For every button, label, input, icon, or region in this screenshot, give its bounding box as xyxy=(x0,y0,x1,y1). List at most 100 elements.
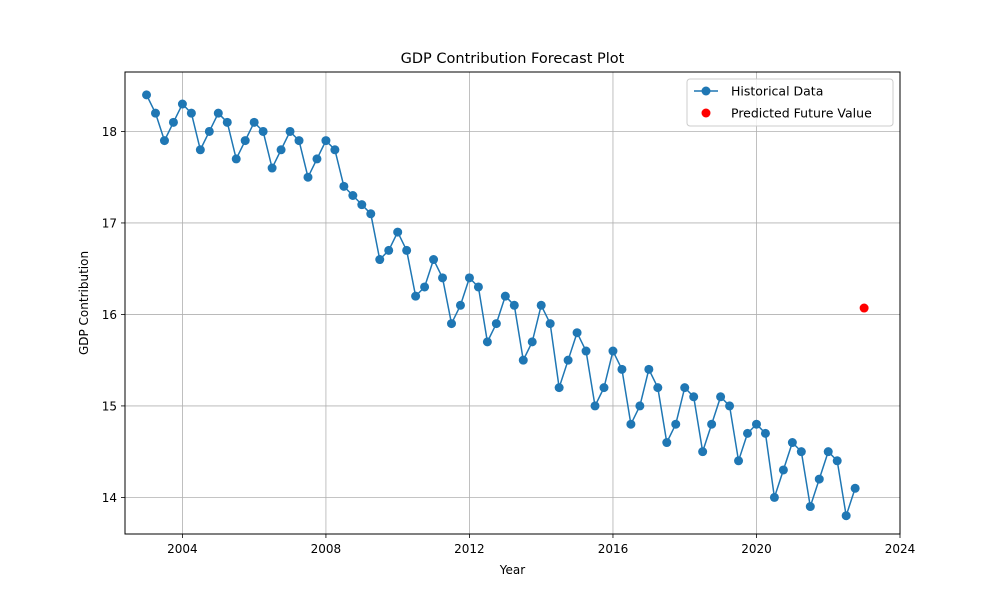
data-point xyxy=(168,117,178,127)
y-axis: 14 15 16 17 18 xyxy=(102,125,125,505)
data-point xyxy=(554,383,564,393)
data-point xyxy=(384,245,394,255)
data-point xyxy=(662,438,672,448)
legend-swatch-marker-predicted xyxy=(701,108,711,118)
plot-frame xyxy=(124,71,901,535)
data-point xyxy=(707,419,717,429)
data-point xyxy=(330,145,340,155)
data-point xyxy=(545,319,555,329)
data-point xyxy=(644,364,654,374)
series-1 xyxy=(859,303,869,313)
data-point xyxy=(734,456,744,466)
data-point xyxy=(743,428,753,438)
data-point xyxy=(850,483,860,493)
legend-label-predicted: Predicted Future Value xyxy=(731,106,872,121)
data-point xyxy=(276,145,286,155)
data-point xyxy=(796,447,806,457)
data-point xyxy=(348,191,358,200)
data-point xyxy=(823,447,833,457)
data-point xyxy=(195,145,205,155)
data-point xyxy=(222,117,232,127)
data-point xyxy=(420,282,430,292)
data-point xyxy=(563,355,573,365)
data-point xyxy=(186,108,196,118)
x-tick-label: 2024 xyxy=(885,542,916,556)
data-point xyxy=(859,303,869,313)
data-point xyxy=(142,90,152,100)
data-point xyxy=(518,355,528,365)
data-point xyxy=(267,163,277,173)
data-point xyxy=(805,502,815,512)
x-tick-label: 2020 xyxy=(741,542,772,556)
data-point xyxy=(617,364,627,374)
data-point xyxy=(159,136,169,146)
y-tick-label: 14 xyxy=(102,491,117,505)
data-point xyxy=(231,154,241,164)
data-point xyxy=(473,282,483,292)
data-point xyxy=(177,99,187,109)
data-point xyxy=(760,428,770,438)
y-axis-label: GDP Contribution xyxy=(77,251,91,355)
data-point xyxy=(832,456,842,466)
data-point xyxy=(447,319,456,329)
x-tick-label: 2004 xyxy=(167,542,198,556)
y-tick-label: 17 xyxy=(102,216,117,230)
data-point xyxy=(312,154,322,164)
data-point xyxy=(429,255,439,265)
data-point xyxy=(787,438,797,448)
data-point xyxy=(482,337,492,347)
data-point xyxy=(285,126,295,136)
data-point xyxy=(716,392,726,402)
data-point xyxy=(491,319,501,329)
data-point xyxy=(366,209,376,219)
data-point xyxy=(581,346,591,356)
legend-label-historical: Historical Data xyxy=(731,84,823,99)
data-point xyxy=(375,255,385,265)
chart-title: GDP Contribution Forecast Plot xyxy=(401,51,625,67)
data-point xyxy=(411,291,421,301)
data-point xyxy=(814,474,824,484)
data-point xyxy=(249,117,259,127)
y-tick-label: 15 xyxy=(102,399,117,413)
series-layer xyxy=(142,90,869,521)
data-point xyxy=(500,291,510,301)
data-point xyxy=(751,419,761,429)
data-point xyxy=(689,392,699,402)
series-0 xyxy=(142,90,860,521)
data-point xyxy=(455,300,465,310)
data-point xyxy=(527,337,537,347)
data-point xyxy=(635,401,645,411)
data-point xyxy=(841,511,851,521)
series-line xyxy=(145,94,856,517)
data-point xyxy=(294,136,304,146)
data-point xyxy=(653,383,663,393)
data-point xyxy=(464,273,474,283)
data-point xyxy=(339,181,349,191)
legend: Historical Data Predicted Future Value xyxy=(686,78,894,127)
x-tick-label: 2012 xyxy=(454,542,485,556)
data-point xyxy=(778,465,788,475)
data-point xyxy=(357,200,367,210)
y-tick-label: 16 xyxy=(102,308,117,322)
data-point xyxy=(151,108,160,118)
data-point xyxy=(258,126,268,136)
data-point xyxy=(626,419,636,429)
x-axis-label: Year xyxy=(499,563,525,577)
data-point xyxy=(240,136,250,146)
data-point xyxy=(321,136,331,146)
data-point xyxy=(698,447,708,457)
data-point xyxy=(204,126,214,136)
data-point xyxy=(590,401,600,411)
y-tick-label: 18 xyxy=(102,125,117,139)
legend-swatch-marker-historical xyxy=(701,86,711,96)
data-point xyxy=(680,383,690,393)
data-point xyxy=(725,401,735,411)
data-point xyxy=(769,492,779,502)
data-point xyxy=(599,383,609,393)
legend-box xyxy=(686,78,894,127)
data-point xyxy=(303,172,313,182)
data-point xyxy=(393,227,403,237)
data-point xyxy=(608,346,618,356)
x-axis: 2004 2008 2012 2016 2020 2024 xyxy=(167,534,915,556)
